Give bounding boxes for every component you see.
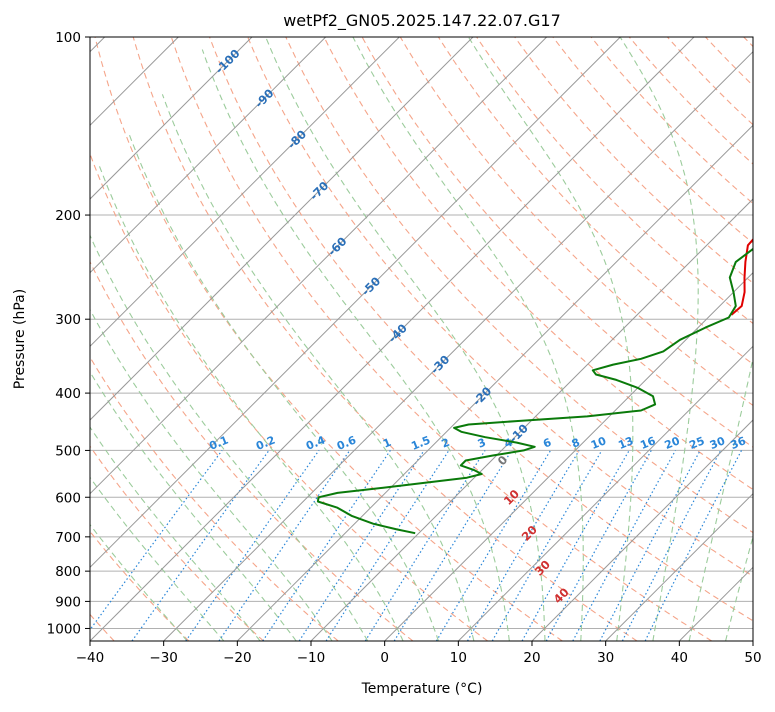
mixing-ratio-label: 36 [729,434,748,452]
y-tick-label: 1000 [47,621,81,637]
y-tick-label: 300 [55,312,81,328]
x-tick-label: 50 [744,650,761,666]
moist-adiabat-line [99,166,403,641]
mixing-ratio-line [600,450,700,641]
x-tick-label: 40 [671,650,688,666]
isotherm-line [0,37,399,641]
mixing-ratio-label: 1 [381,436,393,451]
dry-adiabat-line [19,37,413,641]
mixing-ratio-label: 6 [541,436,553,451]
x-axis: −40 −30 −20 −10 0 10 20 30 40 50 [76,641,762,666]
mixing-ratio-line [263,450,391,641]
y-tick-label: 200 [55,208,81,224]
dry-adiabat-line [706,37,775,641]
isotherm-line [311,37,775,641]
mixing-ratio-line [219,450,350,641]
mixing-ratio-line [326,450,449,641]
mixing-ratio-label: 25 [687,434,706,452]
x-tick-label: −10 [297,650,326,666]
y-axis-label: Pressure (hPa) [12,289,28,389]
mixing-ratio-line [522,450,629,641]
moist-adiabat-line [762,37,775,641]
x-axis-label: Temperature (°C) [361,681,483,697]
isotherm-line [679,37,775,641]
dry-adiabat-line [171,37,711,641]
dry-adiabat-line [133,37,637,641]
x-tick-label: 10 [450,650,467,666]
dry-adiabat-line [553,37,775,641]
mixing-ratio-label: 16 [638,434,657,452]
dry-adiabat-line [438,37,775,641]
mixing-ratio-line [546,450,651,641]
pressure-gridlines [90,215,753,628]
mixing-ratio-line [573,450,676,641]
mixing-ratio-lines [82,450,742,641]
moist-adiabat-label: 30 [532,557,553,578]
dry-adiabat-line [0,37,264,641]
mixing-ratio-label: 8 [570,436,582,451]
moist-adiabat-line [0,302,187,642]
mixing-ratio-line [365,450,485,641]
isotherm-line [753,37,775,641]
x-tick-label: −20 [223,650,252,666]
y-tick-label: 600 [55,490,81,506]
x-tick-label: 0 [380,650,389,666]
dry-adiabat-line [0,37,338,641]
y-tick-label: 800 [55,564,81,580]
y-tick-label: 100 [55,30,81,46]
dry-adiabat-line [0,37,189,641]
y-tick-label: 400 [55,386,81,402]
y-axis: 100 200 300 400 500 600 700 800 900 1000 [47,30,90,637]
y-tick-label: 500 [55,443,81,459]
x-tick-label: 20 [523,650,540,666]
isotherm-line [0,37,547,641]
mixing-ratio-label: 20 [663,434,682,452]
y-tick-label: 700 [55,530,81,546]
isotherm-line [16,37,620,641]
chart-title: wetPf2_GN05.2025.147.22.07.G17 [283,11,561,31]
x-tick-label: −30 [149,650,178,666]
moist-adiabat-label: 10 [501,487,522,508]
moist-adiabat-line [71,188,368,641]
dry-adiabat-line [744,37,775,641]
moist-adiabat-line [202,50,509,642]
dry-adiabat-line [57,37,488,641]
isotherm-line [458,37,775,641]
mixing-ratio-label: 2 [440,436,452,451]
mixing-ratio-label: 10 [589,434,608,452]
mixing-ratio-label: 30 [708,434,727,452]
moist-adiabat-label: 40 [551,585,572,606]
isotherm-line [0,37,252,641]
isotherm-line [532,37,775,641]
x-tick-label: 30 [597,650,614,666]
isotherm-line [164,37,768,641]
x-tick-label: −40 [76,650,105,666]
mixing-ratio-line [82,450,222,641]
moist-adiabat-line [468,37,633,641]
mixing-ratio-line [299,450,424,641]
moist-adiabat-line [689,37,775,641]
isotherm-line [0,37,326,641]
isotherm-line [385,37,775,641]
dry-adiabat-line [515,37,775,641]
y-tick-label: 900 [55,594,81,610]
